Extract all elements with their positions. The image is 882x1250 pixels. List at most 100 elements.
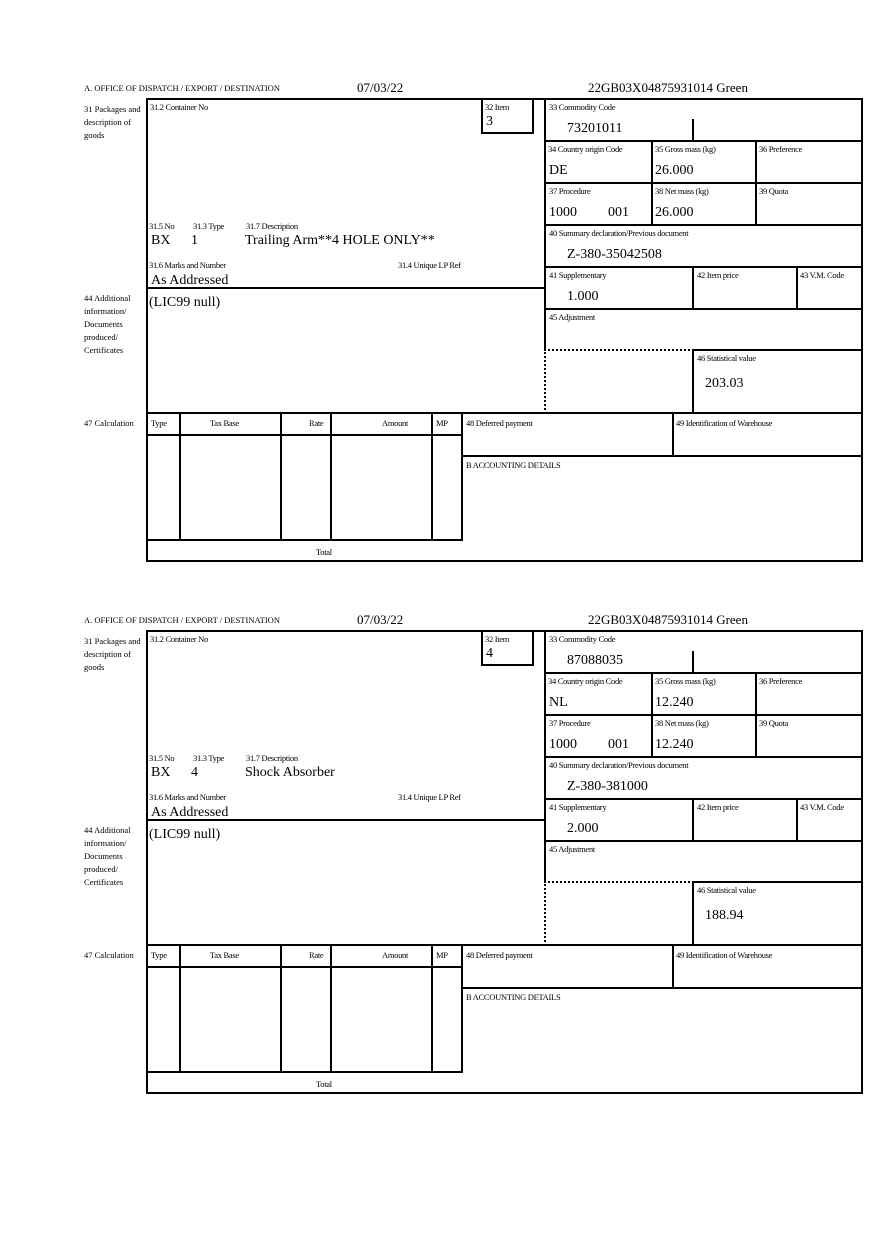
form-rule [280, 412, 282, 541]
procedure-additional: 001 [608, 737, 629, 752]
dotted-divider [544, 881, 546, 946]
form-rule [532, 98, 534, 134]
form-rule [544, 672, 863, 674]
vm-code-label: 43 V.M. Code [800, 270, 844, 280]
warehouse-label: 49 Identification of Warehouse [676, 950, 773, 960]
declaration-item-block: A. OFFICE OF DISPATCH / EXPORT / DESTINA… [0, 610, 882, 1110]
preference-label: 36 Preference [759, 144, 803, 154]
additional-info: (LIC99 null) [149, 827, 221, 842]
col-amount: Amount [382, 950, 409, 960]
country-origin: NL [549, 695, 568, 710]
package-count: 1 [191, 233, 198, 248]
preference-label: 36 Preference [759, 676, 803, 686]
calculation-label: 47 Calculation [84, 950, 134, 960]
vm-code-label: 43 V.M. Code [800, 802, 844, 812]
supplementary-label: 41 Supplementary [549, 802, 607, 812]
box44-label: 44 Additional information/ Documents pro… [84, 293, 131, 355]
marks-and-number: As Addressed [151, 273, 229, 288]
warehouse-label: 49 Identification of Warehouse [676, 418, 773, 428]
deferred-payment-label: 48 Deferred payment [466, 418, 533, 428]
form-rule [481, 664, 534, 666]
item-label: 32 Item [485, 634, 510, 644]
form-rule [651, 672, 653, 758]
form-rule [692, 881, 694, 946]
col-mp: MP [436, 950, 448, 960]
form-rule [796, 798, 798, 842]
marks-label: 31.6 Marks and Number [149, 260, 226, 270]
reference-number: 22GB03X04875931014 Green [588, 80, 748, 95]
form-rule [431, 412, 433, 541]
office-header: A. OFFICE OF DISPATCH / EXPORT / DESTINA… [84, 615, 280, 625]
country-origin: DE [549, 163, 568, 178]
form-rule [146, 434, 463, 436]
col-amount: Amount [382, 418, 409, 428]
container-no-label: 31.2 Container No [150, 102, 208, 112]
declaration-item-block: A. OFFICE OF DISPATCH / EXPORT / DESTINA… [0, 78, 882, 578]
item-price-label: 42 Item price [697, 270, 739, 280]
form-rule [692, 881, 863, 883]
col-rate: Rate [309, 418, 324, 428]
form-rule [146, 98, 148, 562]
form-rule [146, 630, 148, 1094]
form-rule [692, 798, 694, 842]
adjustment-label: 45 Adjustment [549, 312, 595, 322]
form-rule [146, 1071, 463, 1073]
adjustment-label: 45 Adjustment [549, 844, 595, 854]
form-rule [861, 98, 863, 562]
statistical-value: 188.94 [705, 908, 744, 923]
date: 07/03/22 [357, 80, 404, 95]
procedure-code: 1000 [549, 205, 577, 220]
gross-mass: 12.240 [655, 695, 694, 710]
unique-lp-ref-label: 31.4 Unique LP Ref [398, 260, 461, 270]
form-rule [146, 287, 546, 289]
form-rule [280, 944, 282, 1073]
form-rule [544, 266, 863, 268]
form-rule [146, 630, 863, 632]
form-rule [544, 224, 863, 226]
accounting-details-label: B ACCOUNTING DETAILS [466, 992, 561, 1002]
form-rule [461, 987, 863, 989]
additional-info: (LIC99 null) [149, 295, 221, 310]
form-rule [692, 349, 863, 351]
form-rule [179, 944, 181, 1073]
package-kind: BX [151, 765, 171, 780]
col-rate: Rate [309, 950, 324, 960]
form-rule [461, 412, 463, 541]
col-tax-base: Tax Base [210, 950, 239, 960]
dotted-divider [544, 349, 694, 351]
goods-description: Trailing Arm**4 HOLE ONLY** [245, 233, 435, 248]
statistical-value-label: 46 Statistical value [697, 885, 756, 895]
previous-document-label: 40 Summary declaration/Previous document [549, 760, 689, 770]
form-rule [146, 819, 546, 821]
form-rule [461, 944, 463, 1073]
description-label: 31.7 Description [246, 753, 298, 763]
form-rule [146, 539, 463, 541]
commodity-code: 87088035 [567, 653, 623, 668]
col-tax-base: Tax Base [210, 418, 239, 428]
form-rule [330, 944, 332, 1073]
dotted-divider [544, 349, 546, 414]
form-rule [461, 455, 863, 457]
quota-label: 39 Quota [759, 186, 788, 196]
form-rule [544, 756, 863, 758]
form-rule [146, 1092, 863, 1094]
form-rule [651, 140, 653, 226]
procedure-code: 1000 [549, 737, 577, 752]
form-rule [146, 560, 863, 562]
form-rule [755, 672, 757, 758]
form-rule [146, 412, 863, 414]
total-label: Total [316, 1079, 332, 1089]
form-rule [861, 630, 863, 1094]
form-rule [481, 98, 483, 134]
item-label: 32 Item [485, 102, 510, 112]
form-rule [692, 651, 694, 674]
form-rule [146, 966, 463, 968]
country-origin-label: 34 Country origin Code [548, 144, 623, 154]
previous-document: Z-380-381000 [567, 779, 648, 794]
reference-number: 22GB03X04875931014 Green [588, 612, 748, 627]
item-number: 3 [486, 114, 493, 129]
form-rule [544, 308, 863, 310]
form-rule [146, 98, 863, 100]
package-no-label: 31.5 No [149, 753, 175, 763]
form-rule [692, 349, 694, 414]
